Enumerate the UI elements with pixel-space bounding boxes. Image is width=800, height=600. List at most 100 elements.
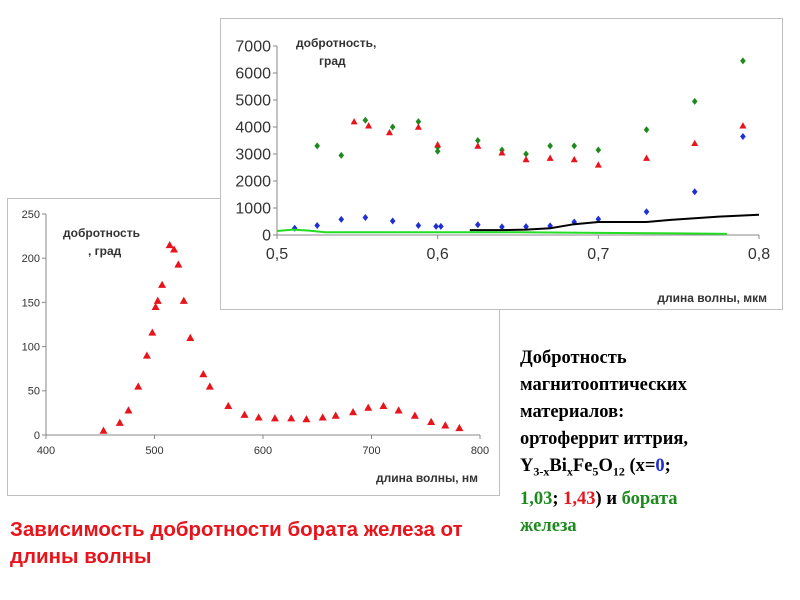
data-point: [475, 221, 481, 229]
data-point: [740, 132, 746, 140]
data-point: [427, 417, 436, 425]
orthoferrite-caption: Добротность магнитооптических материалов…: [520, 345, 790, 540]
data-point: [415, 118, 422, 126]
data-point: [350, 118, 358, 125]
data-point: [570, 155, 578, 163]
data-point: [414, 123, 422, 130]
caption-values-line: 1,03; 1,43) и бората: [520, 486, 790, 513]
data-point: [691, 97, 698, 105]
borate-caption: Зависимость добротности бората железа от…: [10, 518, 463, 568]
data-point: [240, 410, 249, 418]
data-point: [475, 137, 481, 144]
data-point: [165, 240, 174, 249]
y-annotation-label: добротность,: [296, 36, 376, 50]
series-line: [469, 213, 760, 232]
data-point: [571, 142, 578, 150]
data-point: [287, 414, 296, 422]
data-point: [153, 296, 162, 304]
caption-borate: бората: [621, 488, 678, 509]
y-tick-label: 3000: [235, 147, 271, 164]
data-point: [148, 328, 157, 336]
caption-line: материалов:: [520, 402, 625, 422]
data-point: [362, 213, 369, 221]
formula-fe-sub: 5: [592, 464, 599, 479]
data-point: [124, 406, 133, 414]
formula-x-open: (x=: [629, 456, 656, 476]
x-tick-label: 800: [471, 445, 489, 457]
data-point: [186, 333, 195, 341]
series-line: [276, 228, 727, 235]
data-point: [224, 401, 233, 410]
data-point: [142, 351, 151, 359]
data-point: [362, 116, 369, 124]
data-point: [643, 126, 650, 134]
orthoferrite-chart: 0 1000 2000 3000 4000 5000 6000 7000 0,5 0,6 0,7 0,…: [235, 36, 770, 305]
x-tick-label: 600: [254, 445, 272, 457]
data-point: [331, 411, 340, 419]
orthoferrite-chart-panel: 0 1000 2000 3000 4000 5000 6000 7000 0,5 0,6 0,7 0,…: [220, 18, 783, 310]
y-tick-label: 150: [22, 297, 40, 309]
y-tick-label: 4000: [235, 120, 271, 137]
caption-sep2: ;: [552, 488, 559, 509]
data-point: [158, 280, 167, 288]
x-tick-label: 0,8: [748, 246, 770, 263]
y-tick-label: 250: [22, 209, 40, 221]
data-point: [205, 382, 214, 390]
caption-formula-line: Y3-xBixFe5O12 (x=0;: [520, 453, 790, 486]
x-axis-label: длина волны, нм: [376, 471, 478, 485]
formula-bi-sub: x: [566, 464, 573, 479]
data-point: [179, 296, 188, 304]
y-tick-label: 100: [22, 341, 40, 353]
formula-x0: 0: [655, 456, 665, 476]
caption-and: и: [606, 488, 618, 509]
data-point: [254, 413, 263, 421]
data-point: [389, 123, 396, 131]
data-point: [415, 222, 422, 230]
formula-o: O: [598, 456, 613, 476]
data-point: [691, 139, 699, 146]
data-point: [643, 154, 651, 161]
data-point: [498, 149, 506, 156]
data-point: [99, 426, 108, 434]
data-point: [365, 122, 373, 129]
data-point: [643, 208, 650, 216]
formula-fe: Fe: [572, 456, 593, 476]
y-tick-label: 5000: [235, 93, 271, 110]
x-tick-label: 0,5: [266, 246, 288, 263]
y-tick-label: 0: [34, 430, 40, 442]
data-point: [522, 155, 530, 163]
data-point: [455, 423, 464, 432]
data-point: [438, 222, 444, 230]
data-point: [389, 217, 396, 225]
data-point: [523, 150, 529, 158]
x-tick-label: 500: [145, 445, 163, 457]
y-annotation-label: добротность: [63, 226, 140, 240]
data-point: [547, 142, 553, 150]
x-tick-label: 0,6: [427, 246, 449, 263]
caption-x2: 1,43: [563, 488, 596, 509]
y-tick-label: 0: [262, 228, 271, 245]
y-tick-label: 50: [28, 386, 40, 398]
data-point: [740, 57, 746, 65]
formula-sep: ;: [664, 456, 671, 476]
data-point: [318, 413, 327, 421]
data-point: [338, 215, 345, 223]
data-point: [595, 146, 602, 154]
data-point: [151, 302, 160, 311]
y-annotation-label: град: [319, 54, 346, 68]
data-point: [199, 370, 208, 378]
y-tick-label: 2000: [235, 174, 271, 191]
x-tick-label: 0,7: [587, 246, 609, 263]
data-point: [499, 223, 505, 231]
data-point: [364, 403, 373, 411]
caption-iron: железа: [520, 515, 577, 536]
data-point: [270, 414, 279, 422]
y-tick-label: 6000: [235, 66, 271, 83]
data-point: [394, 406, 403, 414]
caption-close: ): [595, 488, 602, 509]
data-point: [302, 415, 311, 423]
data-point: [314, 222, 320, 230]
data-point: [433, 222, 439, 230]
caption-x1: 1,03: [520, 488, 553, 509]
data-point: [410, 411, 419, 419]
